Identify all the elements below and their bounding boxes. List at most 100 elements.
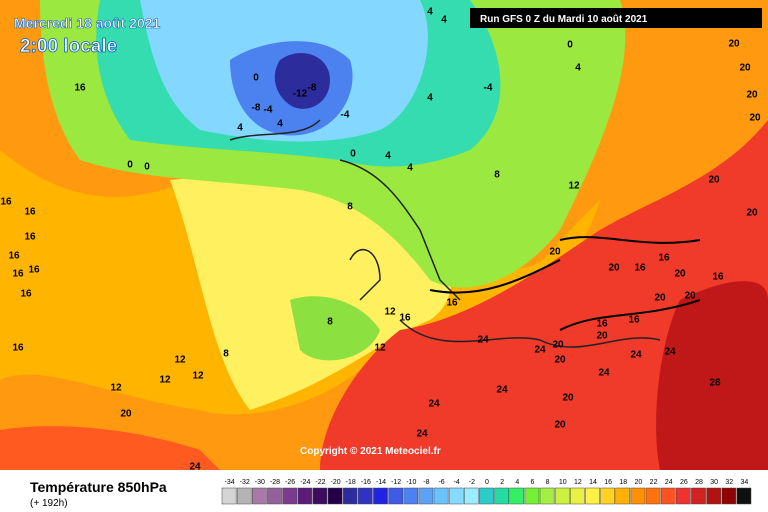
contour-label: 16 <box>24 207 36 218</box>
legend-swatch <box>645 487 661 505</box>
contour-label: 28 <box>709 378 721 389</box>
temp-zone-8b <box>290 296 380 361</box>
coastline <box>229 119 661 348</box>
legend-swatch <box>479 487 494 505</box>
legend-swatch <box>585 487 600 505</box>
legend-label: -22 <box>315 479 325 486</box>
legend-swatch <box>373 487 388 505</box>
legend-label: 10 <box>559 479 567 486</box>
contour-label: 20 <box>549 247 561 258</box>
contour-label: 16 <box>20 289 32 300</box>
legend-label: 30 <box>710 479 718 486</box>
contour-label: 4 <box>277 119 283 130</box>
legend-label: 24 <box>665 479 673 486</box>
legend-label: 18 <box>619 479 627 486</box>
legend-swatch <box>676 487 691 505</box>
contour-label: 20 <box>728 39 740 50</box>
contour-label: 12 <box>192 371 204 382</box>
contour-label: 4 <box>441 15 447 26</box>
contour-label: -12 <box>293 89 308 100</box>
contour-label: 16 <box>12 343 24 354</box>
contour-label: 20 <box>739 63 751 74</box>
legend-label: 0 <box>485 479 489 486</box>
contour-label: -8 <box>308 83 317 94</box>
temp-zone-24 <box>320 120 768 470</box>
legend-swatch <box>267 487 282 505</box>
legend-swatch <box>691 487 706 505</box>
contour-label: 8 <box>347 202 353 213</box>
legend-swatch <box>736 487 752 505</box>
legend-label: -4 <box>454 479 460 486</box>
legend-swatch <box>433 487 449 505</box>
legend-swatch <box>721 487 737 505</box>
legend-swatch <box>342 487 358 505</box>
contour-label: 24 <box>189 462 201 473</box>
contour-label: 0 <box>144 162 150 173</box>
contour-label: 16 <box>24 232 36 243</box>
temp-zone-28 <box>656 281 768 470</box>
temp-zone-24-sw <box>0 426 220 470</box>
legend-label: 6 <box>530 479 534 486</box>
contour-label: 24 <box>598 368 610 379</box>
legend-swatch <box>554 487 570 505</box>
legend-label: 4 <box>515 479 519 486</box>
legend-label: 2 <box>500 479 504 486</box>
contour-label: 16 <box>446 298 458 309</box>
contour-label: 24 <box>664 347 676 358</box>
legend-swatch <box>570 487 585 505</box>
legend-swatch <box>297 487 313 505</box>
legend-label: -30 <box>255 479 265 486</box>
legend-swatch <box>615 487 631 505</box>
legend-swatch <box>418 487 434 505</box>
contour-label: 20 <box>654 293 666 304</box>
legend-label: 8 <box>546 479 550 486</box>
legend-label: 20 <box>635 479 643 486</box>
contour-label: 16 <box>8 251 20 262</box>
legend-swatch <box>327 487 343 505</box>
contour-label: 12 <box>110 383 122 394</box>
contour-label: 24 <box>416 429 428 440</box>
legend-label: -32 <box>240 479 250 486</box>
contour-label: 4 <box>427 7 433 18</box>
run-box <box>470 8 762 28</box>
contour-label: 4 <box>575 63 581 74</box>
contour-label: 20 <box>708 175 720 186</box>
legend-label: -6 <box>438 479 444 486</box>
contour-label: 0 <box>253 73 259 84</box>
contour-label: 20 <box>562 393 574 404</box>
contour-label: 24 <box>496 385 508 396</box>
contour-label: 12 <box>174 355 186 366</box>
legend-swatch <box>282 487 297 505</box>
contour-label: 20 <box>552 340 564 351</box>
legend-swatch <box>221 487 237 505</box>
legend-label: 28 <box>695 479 703 486</box>
contour-label: 8 <box>494 170 500 181</box>
contour-label: 24 <box>534 345 546 356</box>
contour-line <box>429 236 701 331</box>
contour-label: 0 <box>567 40 573 51</box>
legend-label: -34 <box>225 479 235 486</box>
legend-swatch <box>524 487 540 505</box>
legend-swatch <box>660 487 676 505</box>
legend-swatch <box>252 487 267 505</box>
legend-label: 32 <box>725 479 733 486</box>
contour-label: 16 <box>399 313 411 324</box>
contour-label: 12 <box>568 181 580 192</box>
contour-label: 20 <box>608 263 620 274</box>
contour-label: 0 <box>127 160 133 171</box>
contour-label: -8 <box>252 103 261 114</box>
forecast-date: Mercredi 18 août 2021 <box>14 15 161 31</box>
contour-label: 24 <box>477 335 489 346</box>
contour-label: 16 <box>634 263 646 274</box>
contour-label: 4 <box>407 163 413 174</box>
legend-label: -10 <box>406 479 416 486</box>
contour-label: -4 <box>484 83 493 94</box>
contour-label: 16 <box>712 272 724 283</box>
contour-label: 4 <box>427 93 433 104</box>
contour-label: 0 <box>350 149 356 160</box>
contour-label: 16 <box>12 269 24 280</box>
legend-swatch <box>312 487 328 505</box>
legend-label: 26 <box>680 479 688 486</box>
legend-label: 12 <box>574 479 582 486</box>
